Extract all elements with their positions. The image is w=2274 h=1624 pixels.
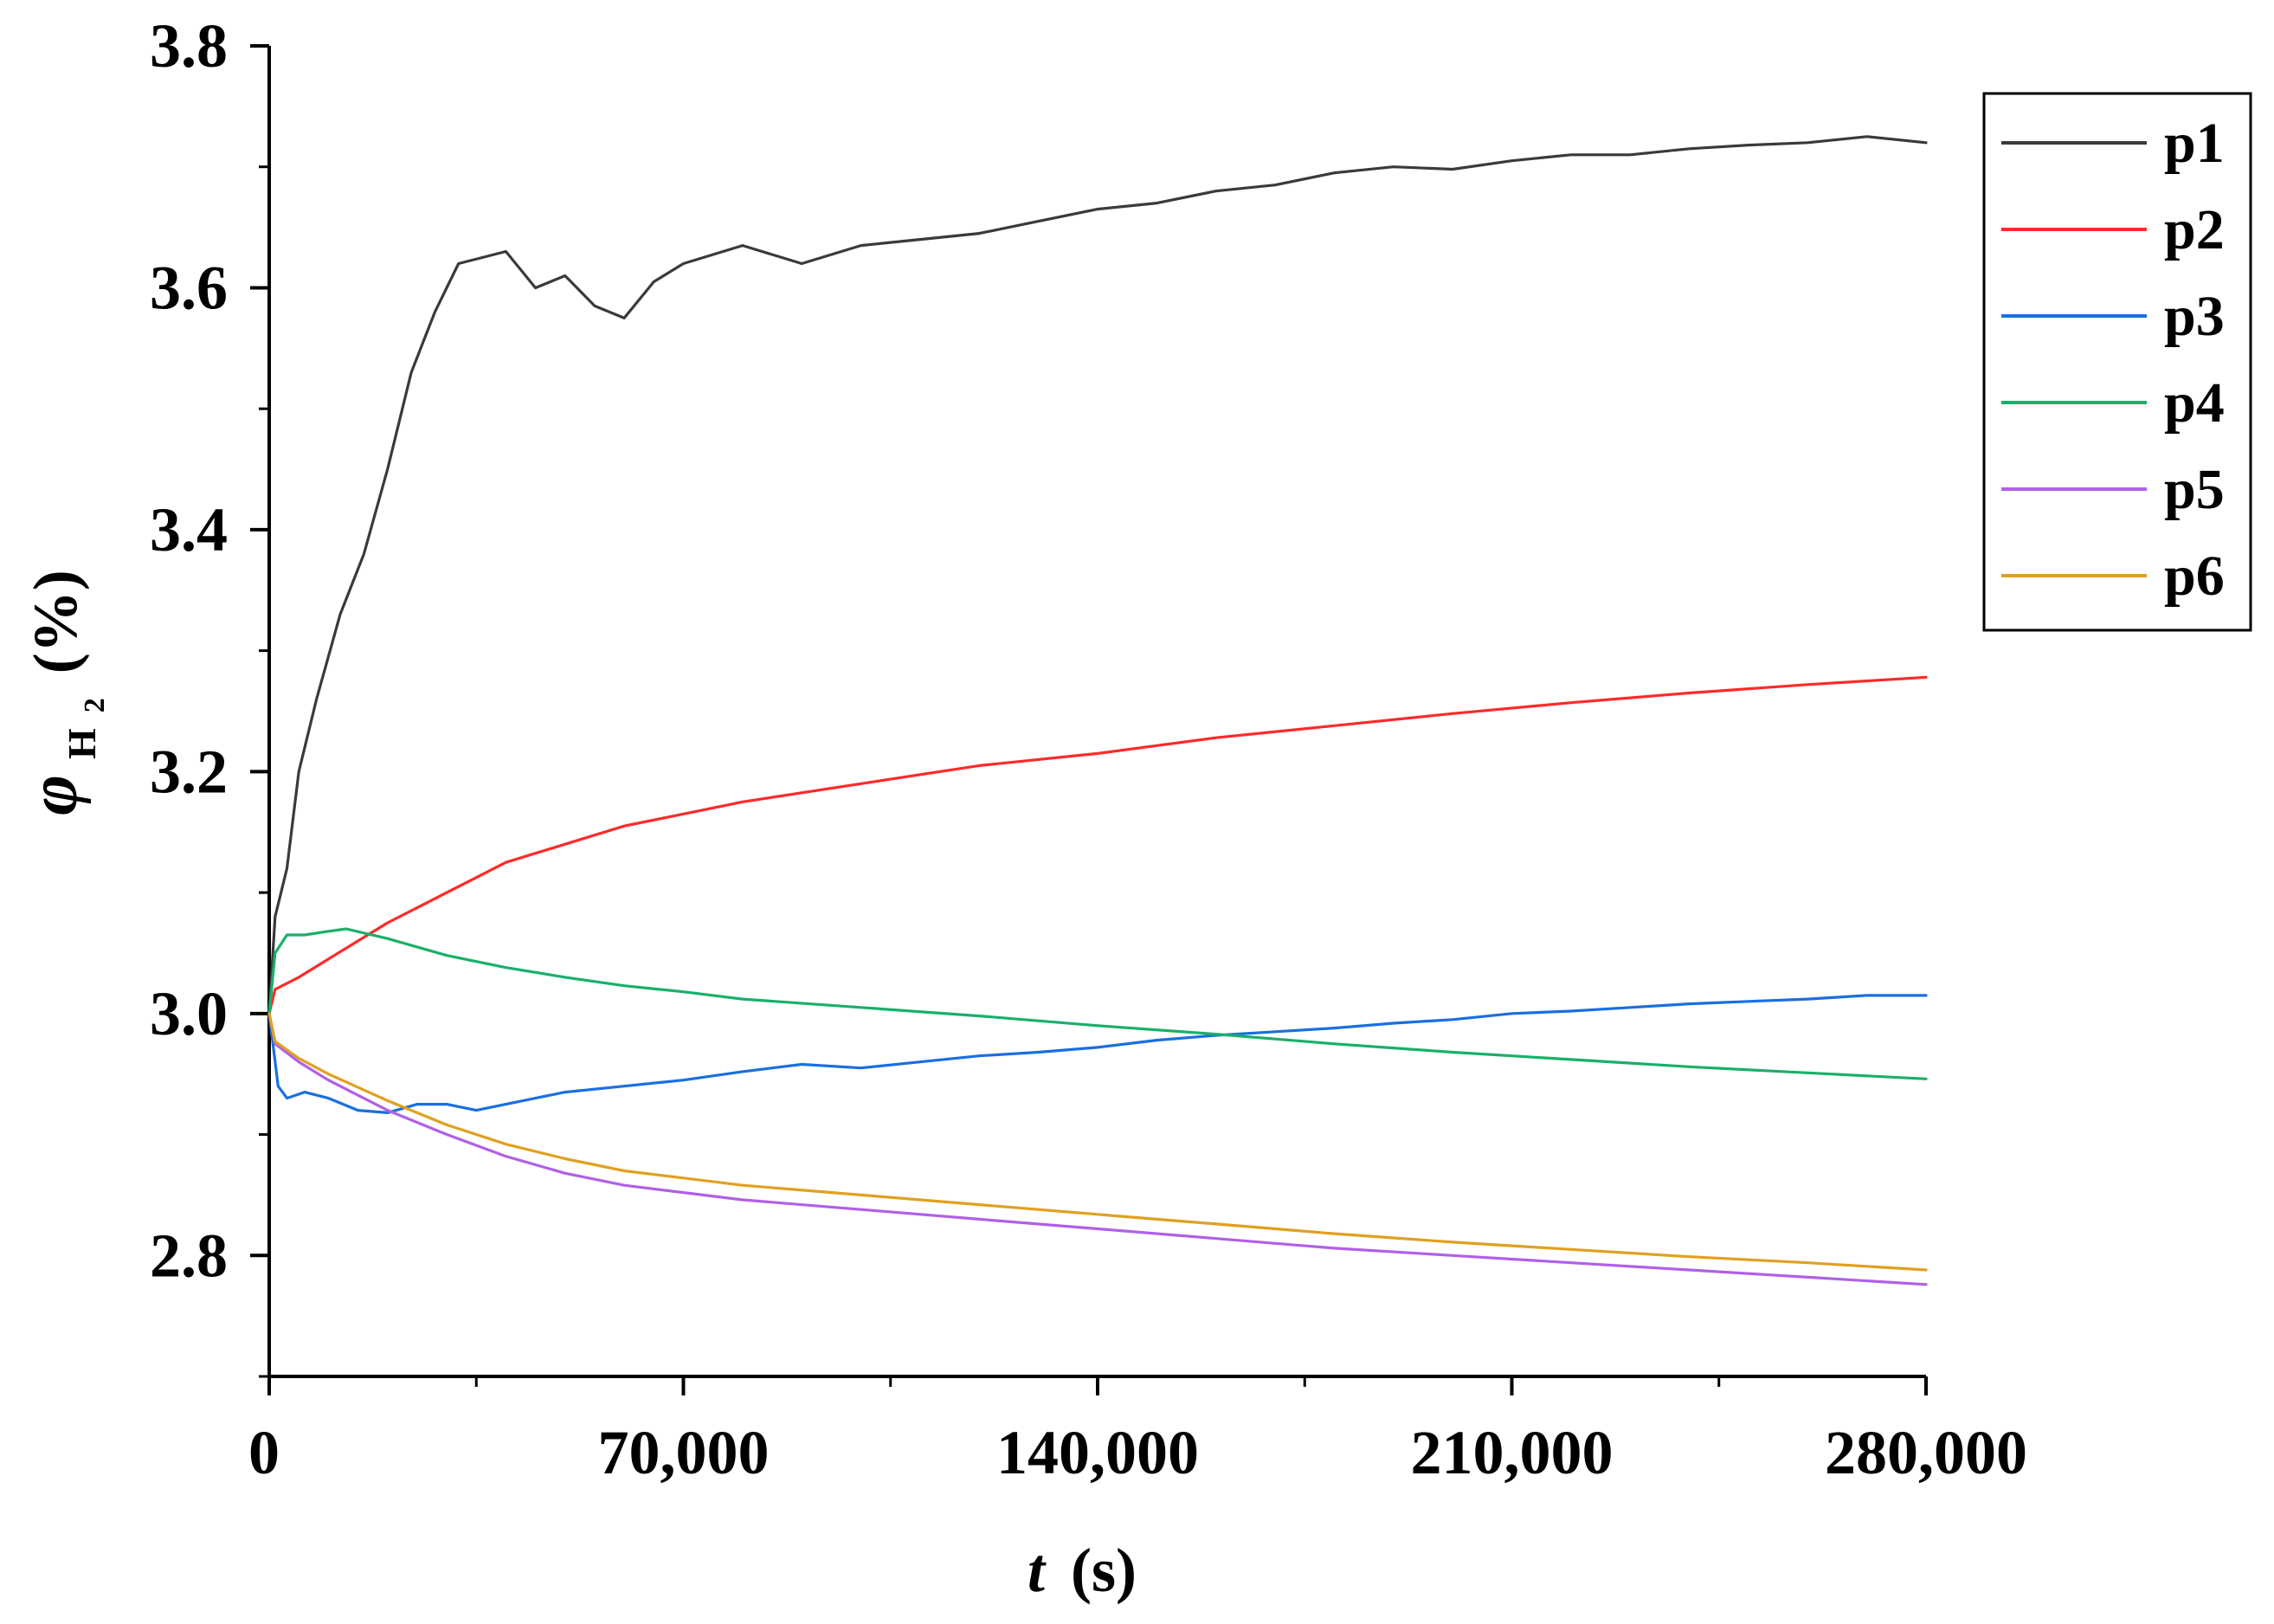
legend-label-p4: p4: [2164, 371, 2225, 435]
y-tick-label: 3.6: [150, 253, 228, 322]
legend-label-p2: p2: [2164, 198, 2225, 261]
x-tick-label: 280,000: [1825, 1418, 2027, 1487]
y-axis-subsub: 2: [79, 698, 111, 712]
y-axis-var: φ: [16, 775, 92, 815]
legend-box: [1982, 92, 2252, 632]
series-line-p2: [267, 675, 1928, 1015]
series-line-p3: [267, 994, 1928, 1115]
y-axis-unit: (%): [21, 570, 90, 673]
x-axis-var: t: [1027, 1536, 1047, 1605]
y-tick-label: 3.4: [150, 495, 228, 564]
tick-labels: 2.8 3.0 3.2 3.4 3.6 3.8 0 70,000 140,000 210,000 2…: [150, 11, 2027, 1487]
y-tick-label: 2.8: [150, 1221, 228, 1290]
y-axis-sub: H: [60, 728, 104, 759]
ticks: [250, 44, 1928, 1395]
legend-items: p1 p2 p3 p4 p5 p6: [2001, 112, 2225, 608]
series-line-p4: [267, 927, 1928, 1080]
y-tick-label: 3.0: [150, 979, 228, 1048]
legend-label-p1: p1: [2164, 112, 2225, 175]
x-tick-label: 70,000: [598, 1418, 770, 1487]
y-axis-title: φ H 2 (%): [16, 570, 118, 815]
series-lines: [267, 135, 1928, 1286]
legend-label-p5: p5: [2164, 458, 2225, 521]
x-axis-title: t (s): [1027, 1536, 1137, 1605]
x-axis-unit: (s): [1071, 1536, 1137, 1605]
legend-label-p3: p3: [2164, 285, 2225, 348]
x-tick-label: 210,000: [1411, 1418, 1614, 1487]
series-line-p1: [267, 135, 1928, 1015]
x-tick-label: 0: [248, 1418, 280, 1487]
series-line-p6: [267, 1012, 1928, 1272]
legend: p1 p2 p3 p4 p5 p6: [1982, 92, 2252, 632]
y-tick-label: 3.8: [150, 11, 228, 81]
series-line-p5: [267, 1012, 1928, 1286]
y-tick-label: 3.2: [150, 737, 228, 806]
legend-label-p6: p6: [2164, 545, 2225, 608]
x-tick-label: 140,000: [996, 1418, 1199, 1487]
